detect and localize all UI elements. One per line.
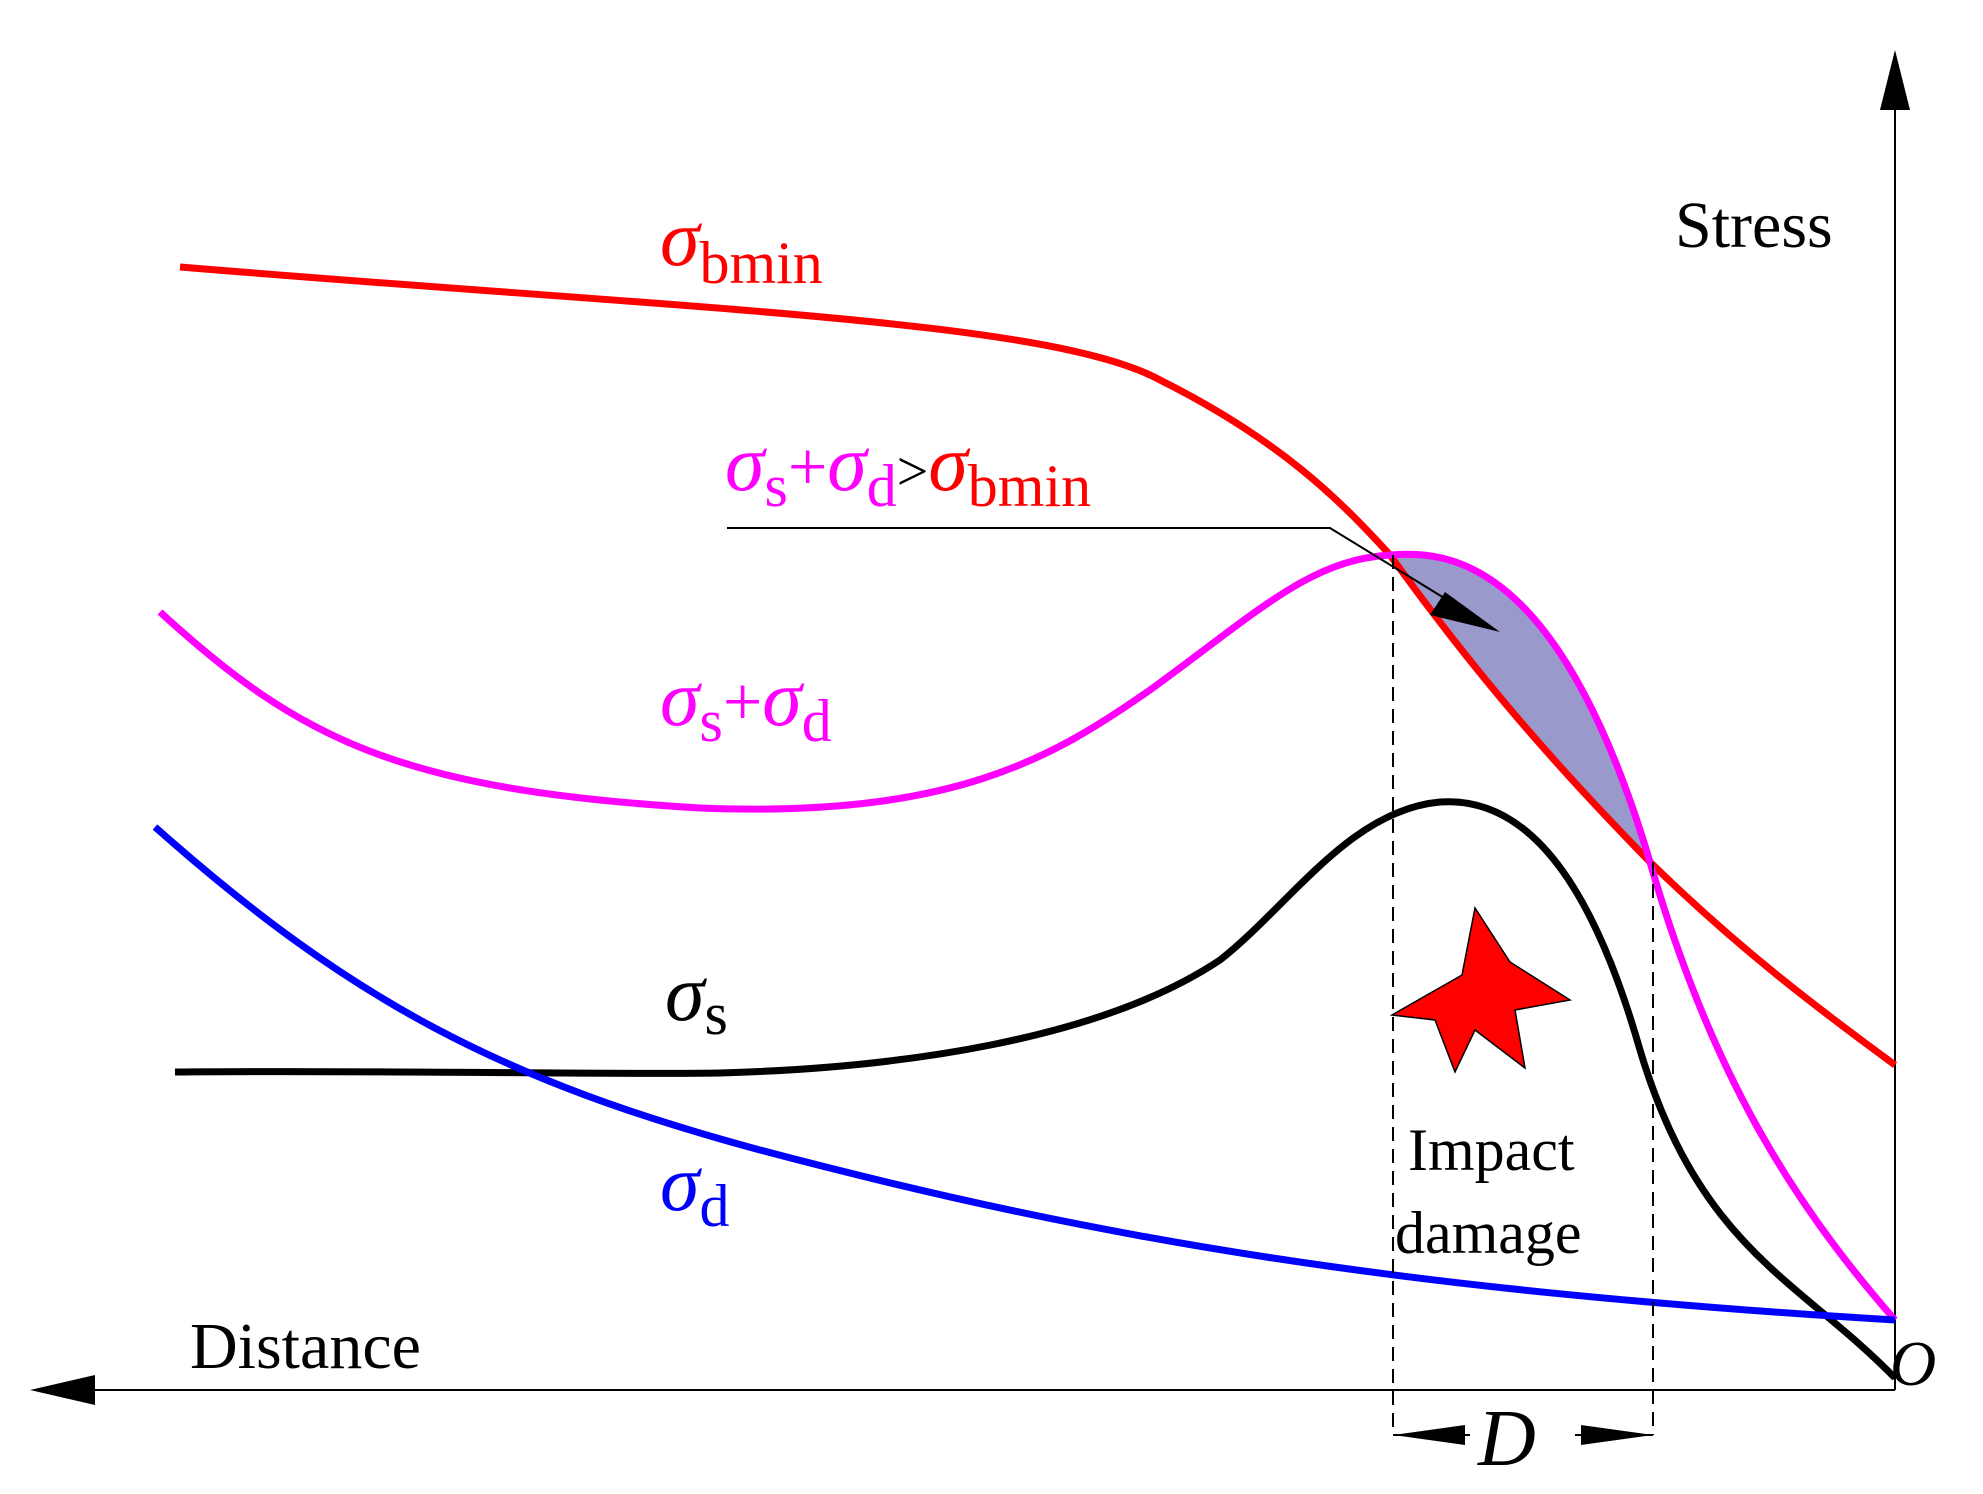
distance-axis-arrow-icon xyxy=(30,1375,95,1405)
origin-label: O xyxy=(1890,1328,1936,1399)
sigma-d-curve xyxy=(152,824,1896,1324)
stress-axis-arrow-icon xyxy=(1880,50,1910,110)
impact-label-line2: damage xyxy=(1395,1200,1582,1266)
sigma-bmin-label: σbmin xyxy=(660,195,823,296)
sigma-s-label: σs xyxy=(665,950,728,1047)
sigma-bmin-curve xyxy=(179,263,1898,1068)
stress-axis-label: Stress xyxy=(1675,189,1833,262)
condition-leader-line xyxy=(727,527,1481,621)
overlap-region xyxy=(1390,554,1650,862)
impact-label-line1: Impact xyxy=(1408,1117,1575,1183)
distance-axis-label: Distance xyxy=(190,1310,421,1383)
dimension-label: D xyxy=(1477,1395,1536,1483)
sum-label: σs+σd xyxy=(660,655,832,754)
condition-label: σs+σd>σbmin xyxy=(725,420,1091,519)
sum-curve xyxy=(157,550,1898,1323)
sigma-d-label: σd xyxy=(660,1140,729,1239)
sigma-s-curve xyxy=(174,798,1898,1381)
impact-star-icon xyxy=(1389,906,1573,1074)
leader-arrow-icon xyxy=(1430,592,1500,632)
dimension-arrow-right-icon xyxy=(1581,1425,1653,1445)
dimension-arrow-left-icon xyxy=(1393,1425,1465,1445)
